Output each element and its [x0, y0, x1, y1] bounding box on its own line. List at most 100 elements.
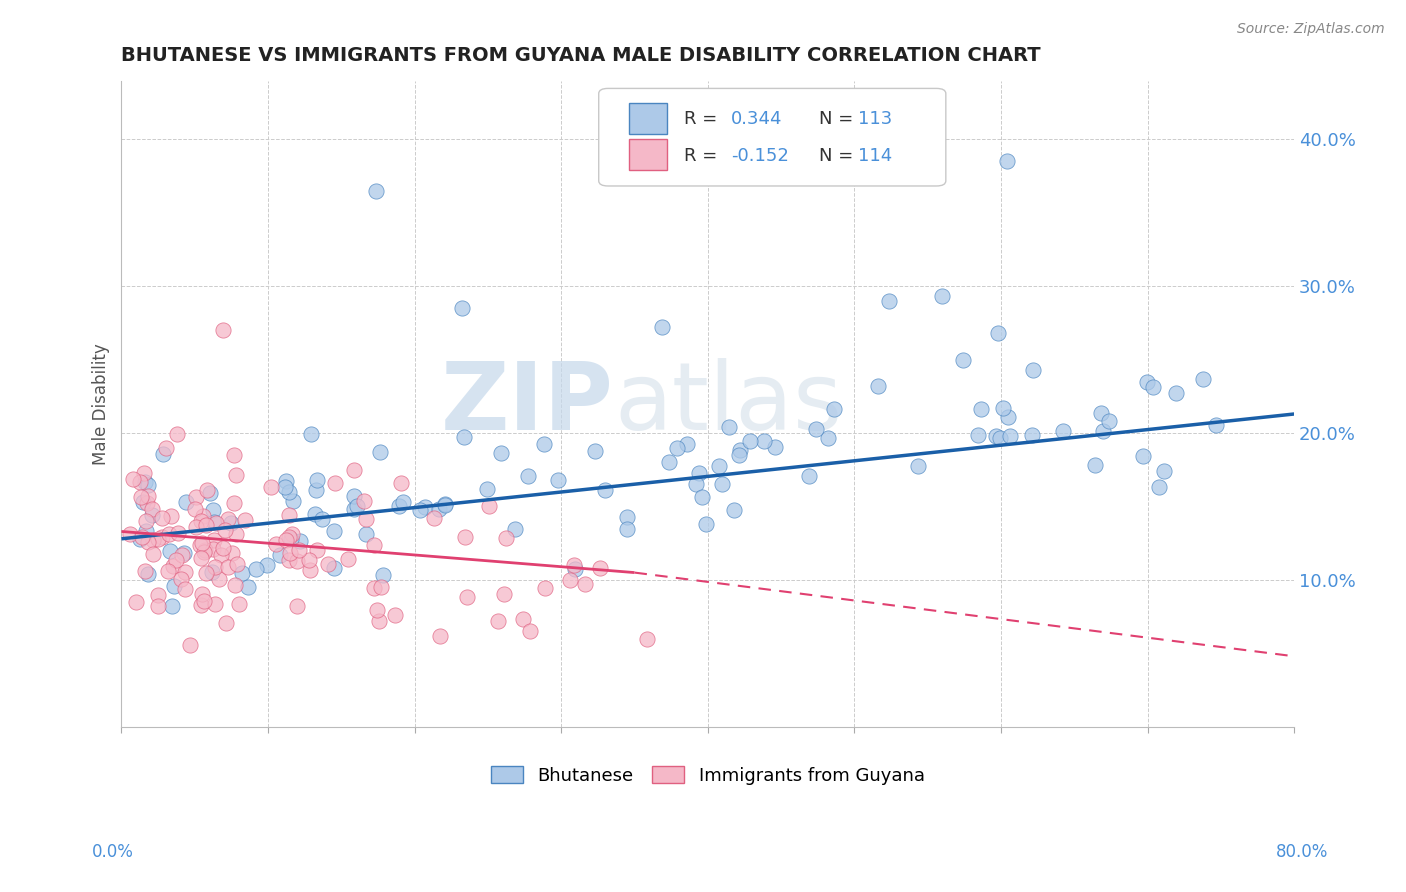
- Point: [1153, 464, 1175, 478]
- Point: [368, 444, 391, 458]
- Point: [217, 512, 239, 526]
- Text: R =: R =: [685, 147, 723, 165]
- Point: [173, 582, 195, 596]
- Point: [574, 577, 596, 591]
- Point: [998, 429, 1021, 443]
- Point: [1090, 406, 1112, 420]
- Point: [336, 552, 359, 566]
- Point: [214, 615, 236, 630]
- Point: [150, 511, 173, 525]
- Point: [298, 553, 321, 567]
- Point: [427, 502, 450, 516]
- Point: [136, 477, 159, 491]
- Y-axis label: Male Disability: Male Disability: [93, 343, 110, 465]
- Point: [174, 566, 197, 580]
- Point: [392, 495, 415, 509]
- Point: [763, 440, 786, 454]
- Point: [298, 563, 321, 577]
- Point: [135, 524, 157, 538]
- Point: [1142, 380, 1164, 394]
- Point: [224, 578, 246, 592]
- Point: [134, 564, 156, 578]
- Point: [299, 427, 322, 442]
- Point: [512, 611, 534, 625]
- Point: [193, 594, 215, 608]
- Point: [685, 476, 707, 491]
- Point: [160, 599, 183, 613]
- Point: [589, 560, 612, 574]
- Text: BHUTANESE VS IMMIGRANTS FROM GUYANA MALE DISABILITY CORRELATION CHART: BHUTANESE VS IMMIGRANTS FROM GUYANA MALE…: [121, 46, 1040, 65]
- Point: [274, 533, 297, 548]
- Point: [454, 530, 477, 544]
- Point: [135, 496, 157, 510]
- Point: [141, 502, 163, 516]
- Point: [190, 551, 212, 566]
- Point: [222, 448, 245, 462]
- Point: [214, 523, 236, 537]
- Point: [162, 559, 184, 574]
- Point: [384, 608, 406, 623]
- Point: [202, 533, 225, 547]
- Point: [225, 527, 247, 541]
- Point: [166, 526, 188, 541]
- Point: [160, 508, 183, 523]
- Point: [193, 509, 215, 524]
- Point: [740, 434, 762, 448]
- Point: [288, 534, 311, 549]
- Point: [1192, 372, 1215, 386]
- Text: 0.0%: 0.0%: [91, 843, 134, 861]
- Point: [124, 594, 146, 608]
- Point: [997, 409, 1019, 424]
- Point: [343, 463, 366, 477]
- Point: [486, 614, 509, 628]
- Point: [134, 475, 156, 490]
- Point: [190, 536, 212, 550]
- Point: [595, 483, 617, 498]
- Point: [475, 482, 498, 496]
- Point: [174, 495, 197, 509]
- Point: [204, 597, 226, 611]
- Point: [194, 518, 217, 533]
- Point: [389, 476, 412, 491]
- Point: [707, 459, 730, 474]
- Point: [1164, 386, 1187, 401]
- Point: [146, 532, 169, 546]
- Point: [135, 514, 157, 528]
- Point: [245, 562, 267, 576]
- Text: 80.0%: 80.0%: [1277, 843, 1329, 861]
- Point: [489, 446, 512, 460]
- Point: [129, 532, 152, 546]
- Point: [651, 320, 673, 334]
- Point: [305, 483, 328, 497]
- Point: [353, 493, 375, 508]
- Point: [288, 543, 311, 558]
- Point: [188, 538, 211, 552]
- Point: [616, 509, 638, 524]
- Point: [142, 547, 165, 561]
- Point: [278, 546, 301, 560]
- Text: N =: N =: [820, 147, 859, 165]
- Point: [692, 490, 714, 504]
- Point: [492, 587, 515, 601]
- Point: [718, 419, 741, 434]
- Point: [323, 524, 346, 539]
- Point: [146, 588, 169, 602]
- Point: [433, 499, 456, 513]
- Point: [806, 422, 828, 436]
- Point: [997, 154, 1019, 169]
- Point: [695, 516, 717, 531]
- Point: [222, 496, 245, 510]
- Text: 0.344: 0.344: [731, 110, 783, 128]
- Point: [503, 522, 526, 536]
- Point: [364, 184, 387, 198]
- Point: [952, 353, 974, 368]
- Point: [991, 401, 1014, 416]
- Point: [562, 558, 585, 572]
- Point: [264, 537, 287, 551]
- Point: [166, 427, 188, 442]
- Point: [346, 499, 368, 513]
- Point: [278, 485, 301, 500]
- Point: [136, 490, 159, 504]
- Point: [256, 558, 278, 573]
- Point: [201, 503, 224, 517]
